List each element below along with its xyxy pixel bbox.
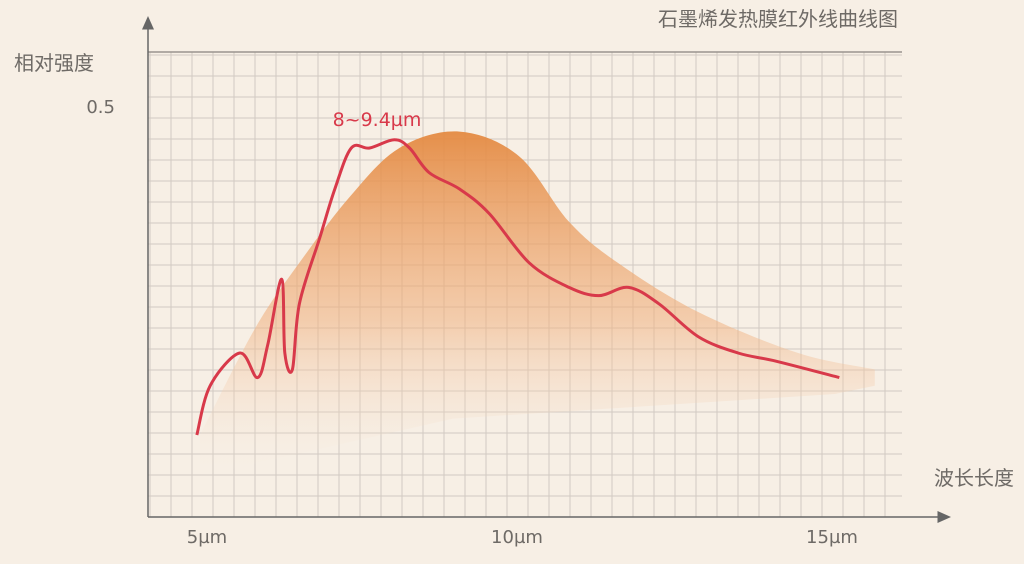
y-tick-label: 0.5 [86, 97, 115, 118]
x-axis-label: 波长长度 [934, 466, 1014, 490]
x-tick-label-15: 15µm [806, 527, 858, 548]
x-tick-label-10: 10µm [491, 527, 543, 548]
area-series [200, 131, 875, 476]
y-axis-label: 相对强度 [14, 51, 94, 75]
peak-annotation: 8~9.4µm [333, 109, 422, 131]
line-series [195, 138, 840, 436]
chart-title: 石墨烯发热膜红外线曲线图 [658, 7, 898, 31]
x-tick-label-5: 5µm [187, 527, 227, 548]
